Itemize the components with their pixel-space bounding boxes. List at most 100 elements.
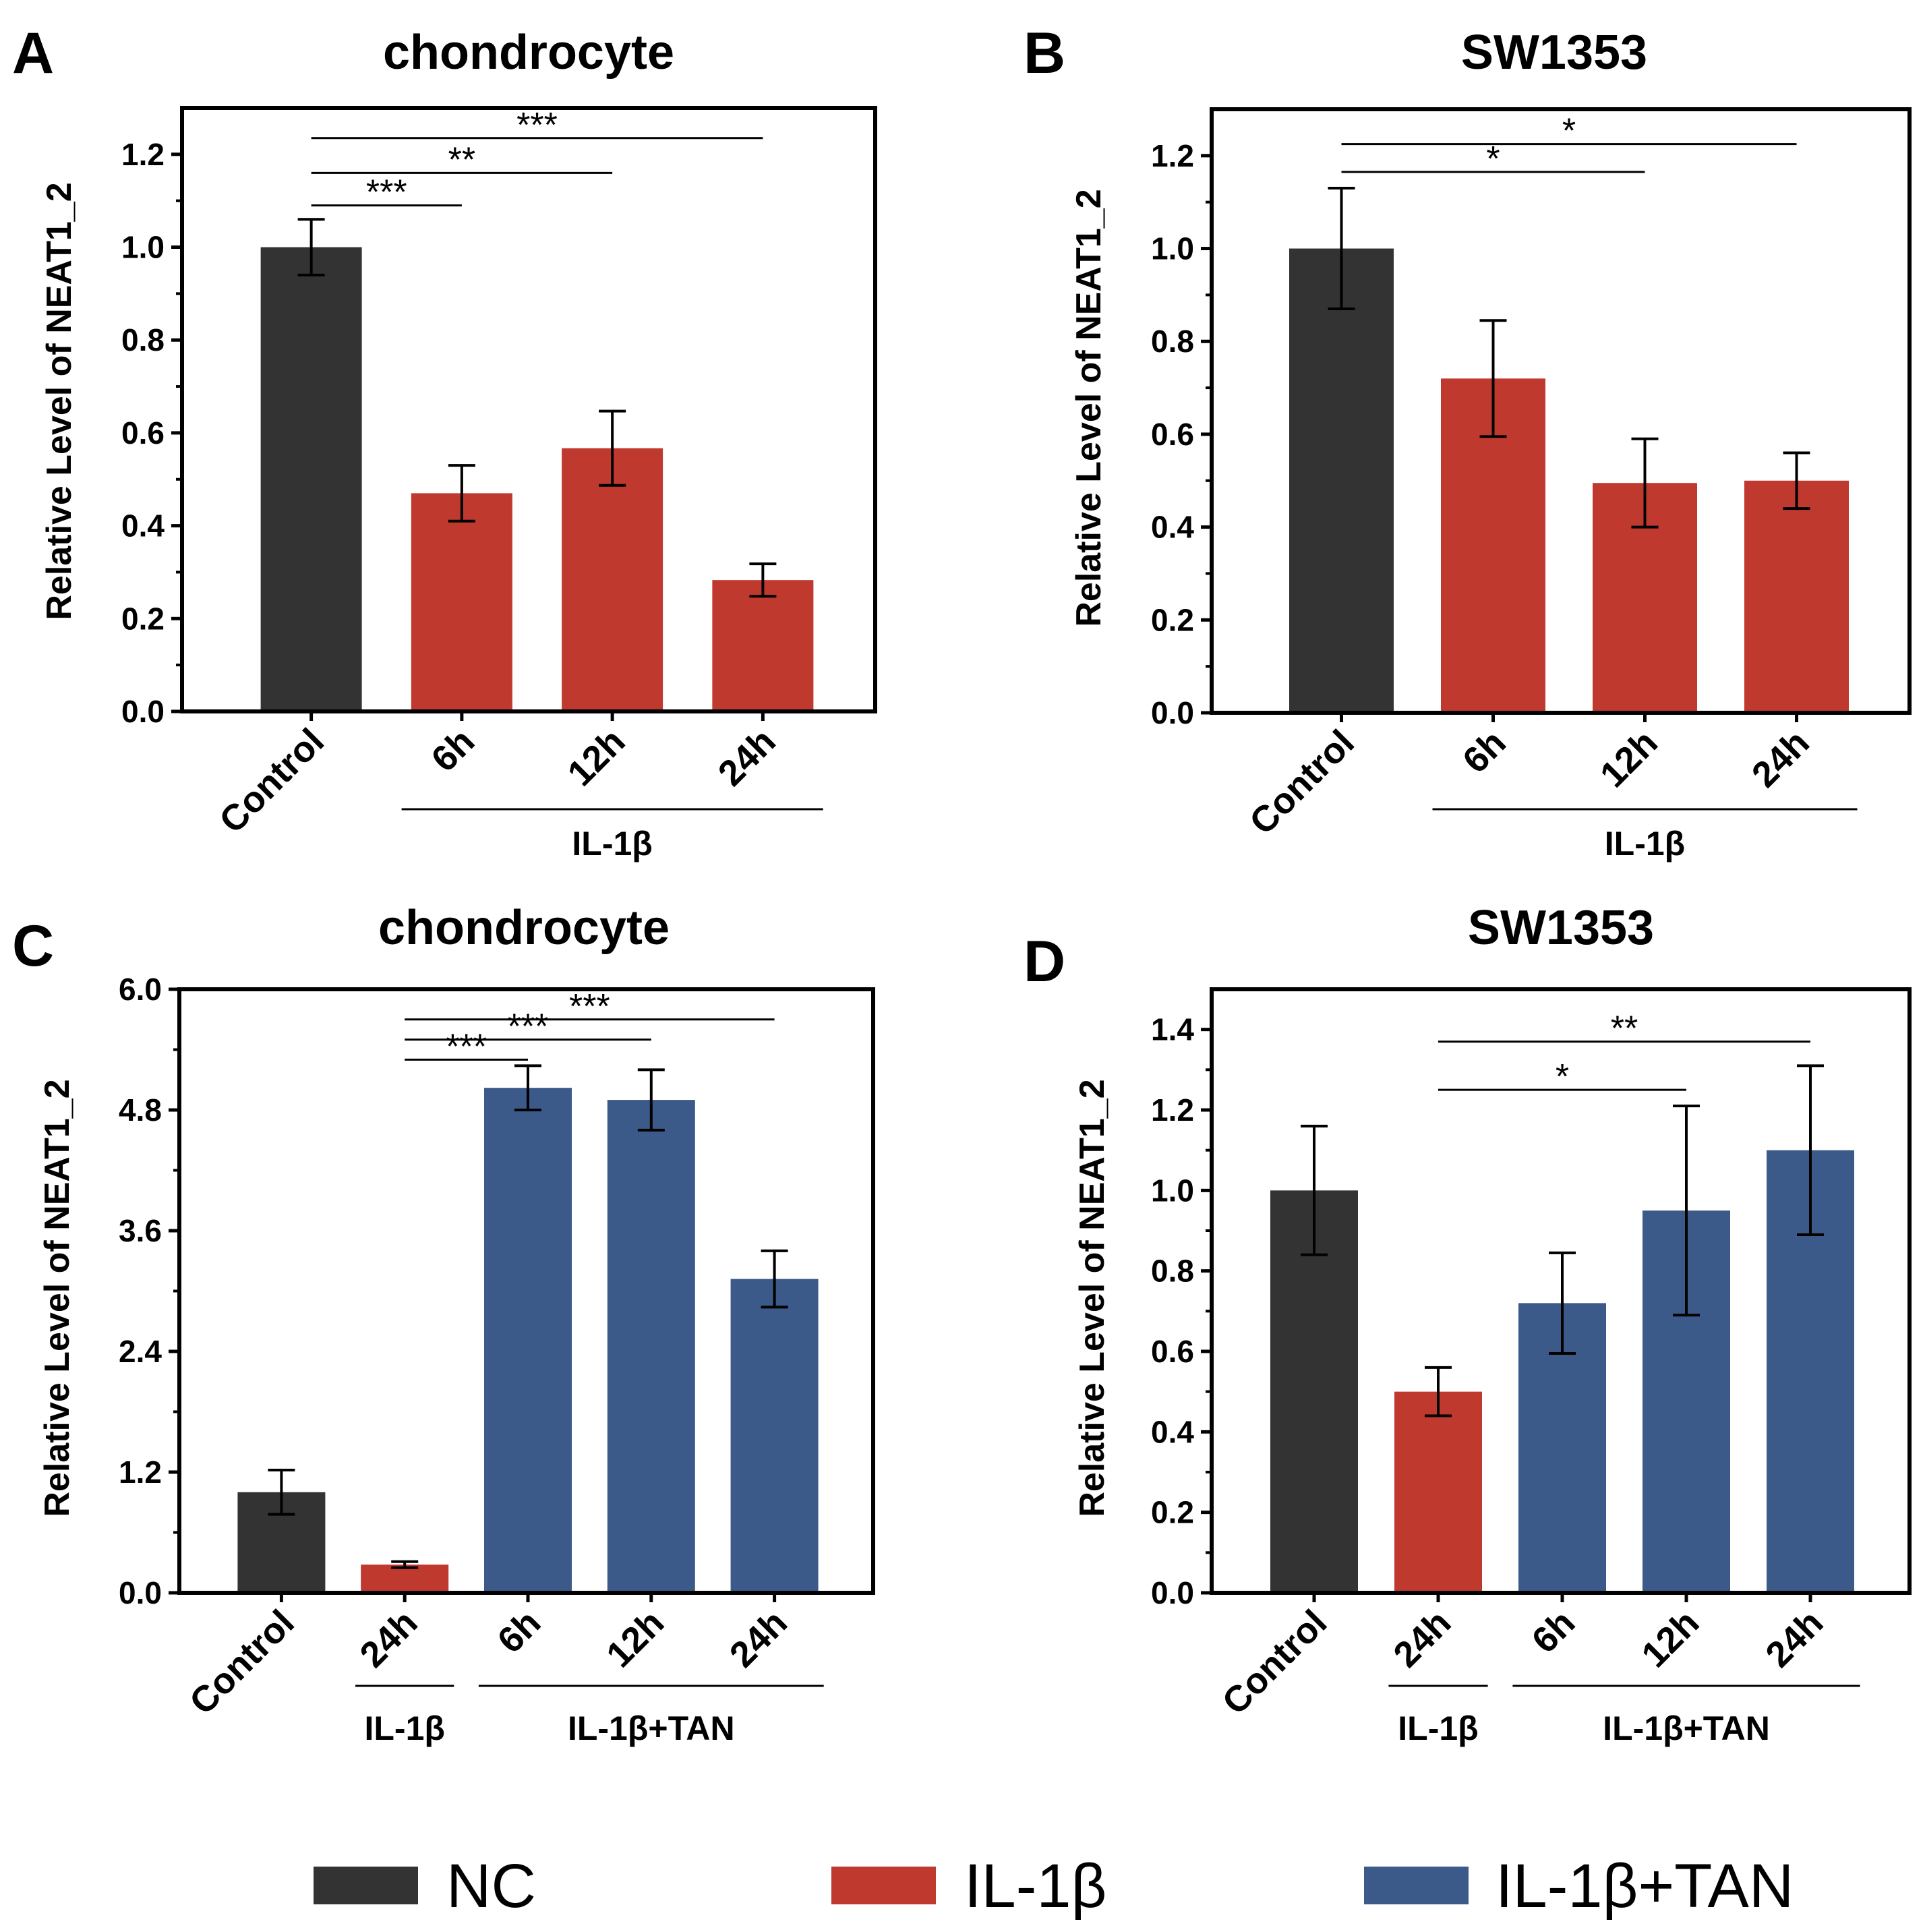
y-tick-label: 1.2 bbox=[119, 1455, 162, 1490]
y-tick-label: 0.0 bbox=[1151, 695, 1194, 730]
bar bbox=[361, 1564, 449, 1593]
legend-swatch-il1b-tan bbox=[1364, 1867, 1469, 1904]
group-label: IL-1β+TAN bbox=[568, 1709, 735, 1747]
category-label: 24h bbox=[711, 721, 783, 794]
significance-label: *** bbox=[569, 987, 610, 1026]
significance-label: ** bbox=[448, 140, 475, 179]
y-tick-label: 0.0 bbox=[119, 1575, 162, 1610]
panel-title: chondrocyte bbox=[383, 26, 674, 80]
legend-swatch-il1b bbox=[831, 1867, 936, 1904]
significance-label: *** bbox=[446, 1027, 487, 1066]
category-label: 24h bbox=[722, 1602, 795, 1675]
significance-label: * bbox=[1486, 140, 1500, 179]
category-label: Control bbox=[212, 721, 332, 841]
panel-b: B SW1353 0.0 0.2 0.4 0.6 0.8 1.0 1.2 * * Control 6h 1… bbox=[1024, 21, 1912, 862]
bar bbox=[260, 247, 362, 711]
category-label: Control bbox=[182, 1602, 302, 1722]
significance-label: *** bbox=[508, 1007, 549, 1047]
bar bbox=[484, 1088, 572, 1593]
y-tick-label: 0.0 bbox=[121, 694, 165, 729]
panel-d: DSW13530.00.20.40.60.81.01.21.4***Contro… bbox=[1024, 901, 1912, 1747]
bar bbox=[730, 1279, 819, 1593]
bar bbox=[411, 493, 512, 711]
y-tick-label: 1.0 bbox=[121, 230, 165, 265]
category-label: 12h bbox=[599, 1602, 672, 1675]
legend: NC IL-1β IL-1β+TAN bbox=[314, 1852, 1794, 1921]
y-axis-label: Relative Level of NEAT1_2 bbox=[40, 182, 79, 620]
significance-label: * bbox=[1562, 112, 1576, 151]
y-tick-label: 1.2 bbox=[121, 137, 165, 172]
significance-label: ** bbox=[1611, 1009, 1638, 1049]
y-tick-label: 3.6 bbox=[119, 1213, 162, 1248]
category-label: 12h bbox=[1634, 1602, 1707, 1675]
panel-letter: B bbox=[1024, 21, 1065, 86]
bar bbox=[1289, 248, 1394, 713]
plot-frame bbox=[180, 106, 877, 713]
y-tick-label: 0.6 bbox=[1151, 417, 1194, 452]
group-label: IL-1β+TAN bbox=[1603, 1709, 1770, 1747]
panel-title: chondrocyte bbox=[378, 901, 670, 955]
panel-title: SW1353 bbox=[1468, 901, 1654, 955]
group-label: IL-1β bbox=[572, 825, 652, 862]
y-tick-label: 6.0 bbox=[119, 972, 162, 1007]
y-tick-label: 2.4 bbox=[119, 1334, 162, 1369]
bar bbox=[607, 1100, 695, 1593]
group-label: IL-1β bbox=[1605, 825, 1685, 862]
category-label: Control bbox=[1242, 722, 1362, 842]
y-tick-label: 0.8 bbox=[1151, 324, 1194, 359]
y-tick-label: 1.2 bbox=[1151, 138, 1194, 173]
category-label: 24h bbox=[1758, 1602, 1831, 1675]
y-tick-label: 1.0 bbox=[1151, 231, 1194, 266]
y-tick-label: 0.4 bbox=[1151, 1414, 1194, 1449]
category-label: 24h bbox=[1744, 722, 1817, 795]
y-axis-label: Relative Level of NEAT1_2 bbox=[1069, 189, 1108, 626]
panel-letter: C bbox=[12, 914, 54, 978]
y-tick-label: 0.4 bbox=[1151, 510, 1194, 545]
category-label: 6h bbox=[490, 1602, 548, 1661]
plot-frame bbox=[1210, 107, 1912, 715]
category-label: Control bbox=[1214, 1602, 1334, 1722]
y-tick-label: 1.0 bbox=[1151, 1173, 1194, 1208]
bar bbox=[712, 580, 814, 711]
category-label: 24h bbox=[352, 1602, 425, 1675]
y-tick-label: 0.8 bbox=[121, 322, 165, 357]
y-tick-label: 0.2 bbox=[1151, 1495, 1194, 1530]
y-axis-label: Relative Level of NEAT1_2 bbox=[1073, 1079, 1112, 1517]
category-label: 12h bbox=[1593, 722, 1665, 795]
group-label: IL-1β bbox=[1398, 1709, 1478, 1747]
significance-label: *** bbox=[516, 106, 558, 145]
legend-label-il1b: IL-1β bbox=[964, 1852, 1106, 1921]
y-tick-label: 0.6 bbox=[121, 415, 165, 450]
panel-letter: D bbox=[1024, 929, 1065, 994]
category-label: 6h bbox=[1455, 722, 1514, 781]
y-tick-label: 0.8 bbox=[1151, 1254, 1194, 1289]
y-axis-label: Relative Level of NEAT1_2 bbox=[38, 1079, 77, 1517]
group-label: IL-1β bbox=[364, 1709, 444, 1747]
bar bbox=[1744, 480, 1849, 713]
category-label: 6h bbox=[1524, 1602, 1582, 1661]
legend-swatch-nc bbox=[314, 1867, 418, 1904]
category-label: 24h bbox=[1386, 1602, 1458, 1675]
bar bbox=[1270, 1190, 1358, 1593]
y-tick-label: 0.2 bbox=[1151, 602, 1194, 637]
y-tick-label: 1.2 bbox=[1151, 1092, 1194, 1128]
panel-letter: A bbox=[12, 21, 54, 86]
legend-label-il1b-tan: IL-1β+TAN bbox=[1496, 1852, 1794, 1921]
y-tick-label: 1.4 bbox=[1151, 1012, 1194, 1047]
bar bbox=[1394, 1391, 1482, 1593]
y-tick-label: 0.0 bbox=[1151, 1575, 1194, 1610]
bar bbox=[562, 448, 663, 711]
y-tick-label: 0.2 bbox=[121, 601, 165, 636]
y-tick-label: 0.6 bbox=[1151, 1334, 1194, 1369]
significance-label: * bbox=[1556, 1057, 1569, 1096]
y-tick-label: 0.4 bbox=[121, 508, 165, 544]
category-label: 12h bbox=[560, 721, 632, 794]
category-label: 6h bbox=[423, 721, 482, 780]
legend-label-nc: NC bbox=[446, 1852, 536, 1921]
y-tick-label: 4.8 bbox=[119, 1092, 162, 1128]
significance-label: *** bbox=[366, 173, 407, 212]
panel-title: SW1353 bbox=[1461, 26, 1647, 80]
